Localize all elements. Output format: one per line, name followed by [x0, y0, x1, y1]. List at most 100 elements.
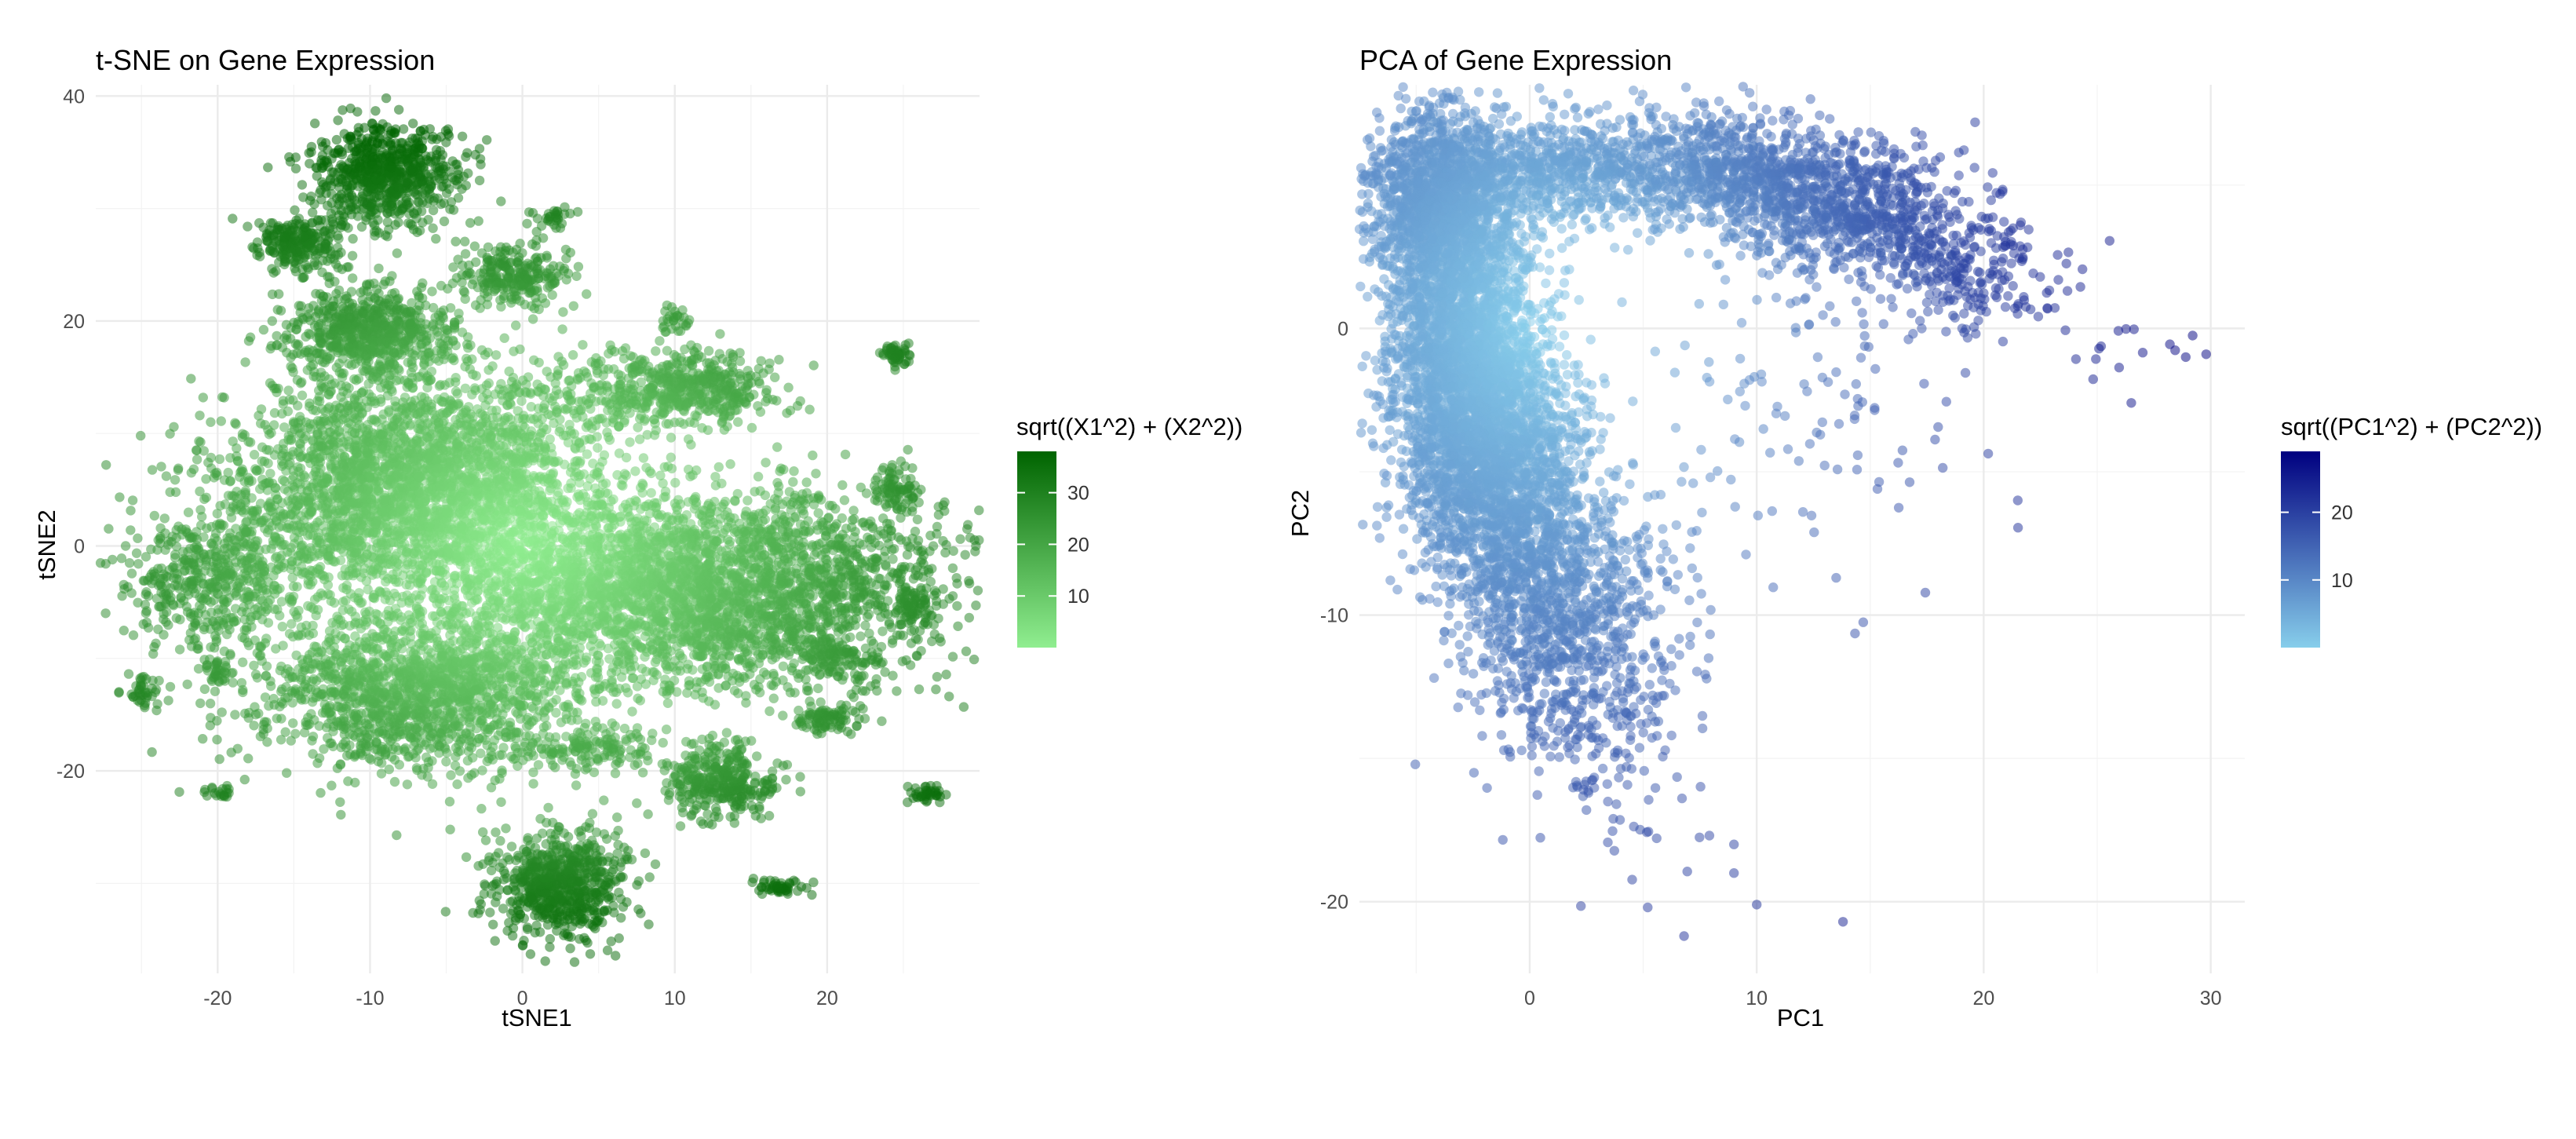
tsne-data-point [327, 524, 337, 533]
tsne-data-point [485, 425, 494, 435]
tsne-data-point [617, 672, 626, 681]
tsne-data-point [363, 403, 372, 412]
tsne-data-point [557, 324, 567, 334]
tsne-data-point [136, 431, 145, 440]
tsne-data-point [315, 538, 324, 548]
tsne-data-point [115, 492, 124, 502]
tsne-data-point [971, 601, 980, 610]
tsne-data-point [271, 484, 280, 493]
tsne-data-point [237, 465, 246, 474]
tsne-data-point [914, 535, 923, 545]
tsne-data-point [658, 479, 667, 488]
tsne-data-point [252, 466, 261, 476]
tsne-data-point [398, 491, 407, 501]
tsne-data-point [326, 460, 335, 469]
tsne-data-point [341, 564, 350, 574]
tsne-data-point [939, 584, 948, 593]
tsne-data-point [296, 463, 305, 473]
tsne-data-point [323, 420, 333, 429]
tsne-data-point [329, 432, 338, 441]
tsne-data-point [156, 462, 166, 471]
tsne-data-point [304, 509, 313, 519]
tsne-data-point [385, 466, 394, 476]
tsne-data-point [896, 535, 906, 545]
tsne-data-point [414, 424, 424, 433]
tsne-data-point [612, 470, 622, 480]
tsne-data-point [788, 477, 797, 487]
tsne-data-point [567, 429, 576, 438]
tsne-data-point [199, 392, 208, 402]
tsne-data-point [630, 466, 640, 476]
tsne-data-point [801, 477, 811, 487]
tsne-data-point [354, 588, 363, 597]
tsne-data-point [363, 585, 373, 594]
tsne-data-point [509, 421, 518, 430]
tsne-data-point [257, 404, 266, 414]
tsne-data-point [342, 485, 352, 495]
tsne-data-point [691, 690, 700, 699]
tsne-data-point [311, 467, 320, 476]
tsne-data-point [360, 433, 370, 443]
tsne-data-point [376, 394, 385, 403]
tsne-data-point [206, 418, 215, 427]
tsne-data-point [126, 525, 135, 535]
tsne-data-point [509, 463, 518, 473]
tsne-data-point [327, 534, 337, 543]
tsne-data-point [413, 453, 422, 462]
tsne-data-point [659, 492, 669, 502]
tsne-data-point [888, 638, 897, 648]
tsne-data-point [319, 491, 329, 501]
tsne-data-point [753, 472, 763, 481]
tsne-data-point [279, 476, 289, 486]
tsne-data-point [343, 403, 352, 413]
tsne-data-point [255, 484, 265, 494]
tsne-data-point [217, 416, 226, 425]
tsne-data-point [413, 470, 422, 480]
tsne-data-point [370, 520, 380, 529]
tsne-data-point [659, 738, 668, 747]
tsne-data-point [793, 669, 802, 678]
tsne-data-point [398, 571, 407, 580]
tsne-data-point [409, 513, 418, 523]
tsne-data-point [132, 549, 141, 558]
tsne-data-point [259, 325, 268, 334]
tsne-data-point [647, 469, 656, 478]
tsne-data-point [370, 429, 379, 439]
tsne-data-point [516, 429, 525, 438]
tsne-data-point [789, 466, 798, 476]
tsne-data-point [961, 647, 971, 656]
tsne-data-point [535, 443, 544, 452]
tsne-panel: t-SNE on Gene Expression -20 -10 0 10 20 -20… [33, 44, 1242, 1031]
tsne-data-point [647, 488, 656, 498]
tsne-data-point [670, 478, 680, 487]
tsne-data-point [612, 699, 622, 708]
tsne-data-point [944, 692, 954, 701]
tsne-data-point [509, 346, 518, 356]
tsne-data-point [240, 357, 250, 367]
tsne-data-point [725, 459, 735, 469]
tsne-data-point [238, 429, 247, 439]
tsne-data-point [666, 433, 676, 442]
tsne-data-point [778, 710, 787, 720]
tsne-data-point [338, 597, 348, 606]
tsne-data-point [932, 672, 942, 681]
tsne-data-point [165, 429, 174, 438]
tsne-data-point [348, 559, 358, 568]
tsne-data-point [236, 490, 246, 499]
tsne-data-point [666, 453, 676, 462]
tsne-data-point [518, 458, 527, 467]
tsne-data-point [334, 517, 344, 526]
tsne-data-point [483, 481, 493, 491]
tsne-data-point [283, 435, 293, 444]
tsne-data-point [778, 675, 787, 684]
tsne-data-point [431, 414, 440, 423]
tsne-data-point [481, 418, 491, 427]
tsne-data-point [837, 530, 847, 539]
tsne-data-point [160, 513, 170, 523]
tsne-data-point [892, 686, 901, 695]
tsne-data-point [283, 407, 293, 416]
tsne-data-point [748, 622, 757, 631]
tsne-data-point [848, 540, 857, 549]
tsne-data-point [250, 450, 259, 459]
